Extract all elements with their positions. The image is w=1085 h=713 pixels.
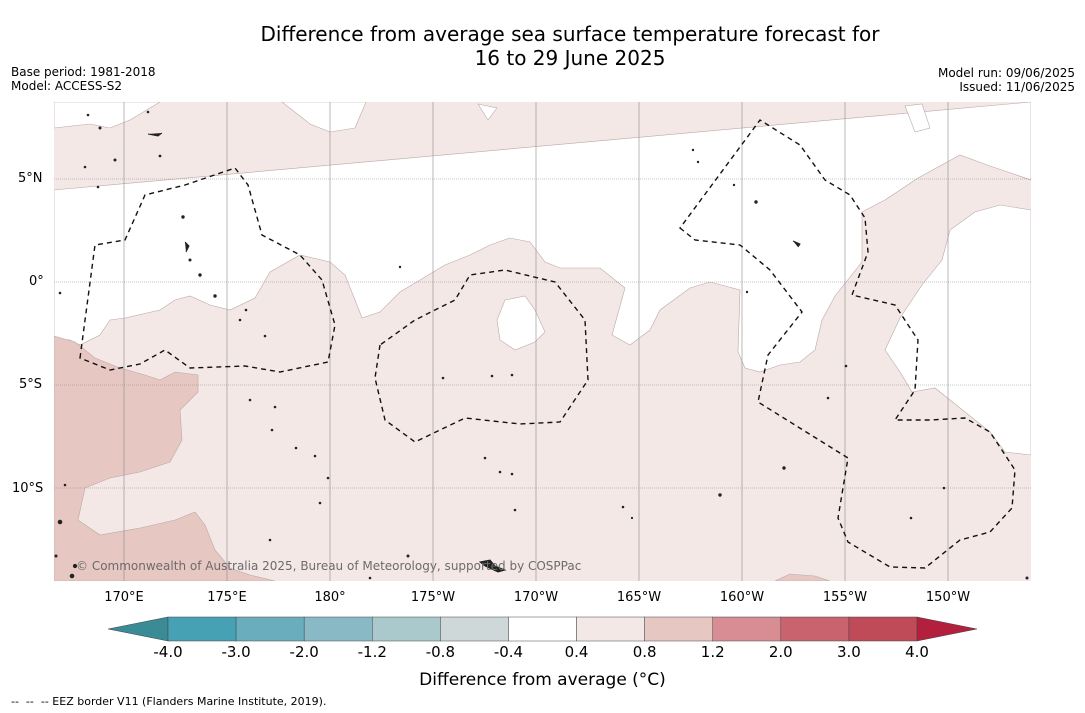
lon-label-175e: 175°E bbox=[207, 590, 247, 605]
map-area: © Commonwealth of Australia 2025, Bureau… bbox=[54, 102, 1031, 581]
lon-label-155w: 155°W bbox=[822, 590, 868, 605]
meta-left: Base period: 1981-2018 Model: ACCESS-S2 bbox=[11, 65, 156, 93]
lon-label-170e: 170°E bbox=[104, 590, 144, 605]
title-line-2: 16 to 29 June 2025 bbox=[474, 46, 666, 70]
colorbar-cell bbox=[440, 616, 509, 642]
issued-date: Issued: 11/06/2025 bbox=[959, 80, 1075, 94]
colorbar-tick-label: 4.0 bbox=[905, 643, 929, 661]
eez-line-islands bbox=[679, 119, 1016, 569]
neutral-island-mid bbox=[496, 295, 546, 351]
base-period: Base period: 1981-2018 bbox=[11, 65, 156, 79]
lat-label-0: 0° bbox=[29, 274, 44, 289]
lon-label-165w: 165°W bbox=[616, 590, 662, 605]
lat-label-10s: 10°S bbox=[12, 481, 44, 496]
lon-label-150w: 150°W bbox=[925, 590, 971, 605]
colorbar-cell bbox=[644, 616, 713, 642]
map-title: Difference from average sea surface temp… bbox=[0, 22, 1085, 70]
colorbar-tick-label: 0.4 bbox=[564, 643, 589, 661]
colorbar bbox=[107, 616, 978, 642]
colorbar-tick-label: 1.2 bbox=[700, 643, 725, 661]
eez-legend-note: -- -- -- EEZ border V11 (Flanders Marine… bbox=[11, 695, 327, 708]
colorbar-tick-label: -2.0 bbox=[289, 643, 319, 661]
lat-label-5n: 5°N bbox=[18, 171, 43, 186]
colorbar-cell bbox=[372, 616, 441, 642]
colorbar-tick-label: -4.0 bbox=[153, 643, 183, 661]
title-line-1: Difference from average sea surface temp… bbox=[260, 22, 880, 46]
colorbar-cell bbox=[576, 616, 645, 642]
colorbar-tick-label: -3.0 bbox=[221, 643, 251, 661]
colorbar-cell bbox=[848, 616, 918, 642]
colorbar-cell bbox=[235, 616, 305, 642]
lon-label-170w: 170°W bbox=[513, 590, 559, 605]
colorbar-label: Difference from average (°C) bbox=[419, 670, 666, 690]
copyright-credit: © Commonwealth of Australia 2025, Bureau… bbox=[76, 559, 581, 573]
colorbar-tick-label: -1.2 bbox=[357, 643, 387, 661]
colorbar-cells bbox=[167, 616, 918, 642]
colorbar-cell bbox=[780, 616, 850, 642]
colorbar-tick-label: 3.0 bbox=[836, 643, 861, 661]
neutral-region-east-lobe bbox=[884, 204, 1031, 456]
stronger-anomaly-bottom-east bbox=[774, 573, 831, 581]
lon-label-180: 180° bbox=[314, 590, 346, 605]
neutral-region-west bbox=[54, 102, 1031, 373]
colorbar-tick-label: -0.4 bbox=[493, 643, 524, 661]
eez-borders bbox=[79, 119, 1016, 569]
neutral-patch-northeast bbox=[281, 102, 931, 133]
islands bbox=[54, 110, 1029, 580]
colorbar-tick-label: 2.0 bbox=[768, 643, 793, 661]
colorbar-under-arrow bbox=[107, 616, 169, 642]
model-name: Model: ACCESS-S2 bbox=[11, 79, 123, 93]
colorbar-cell bbox=[508, 616, 577, 642]
eez-phoenix-islands bbox=[374, 269, 589, 443]
colorbar-tick-label: -0.8 bbox=[425, 643, 455, 661]
lon-label-160w: 160°W bbox=[719, 590, 765, 605]
lat-label-5s: 5°S bbox=[19, 377, 43, 392]
colorbar-cell bbox=[712, 616, 782, 642]
colorbar-over-arrow bbox=[916, 616, 978, 642]
colorbar-tick-label: 0.8 bbox=[632, 643, 657, 661]
eez-tuvalu-kiribati-west bbox=[79, 167, 336, 373]
lon-label-175w: 175°W bbox=[410, 590, 456, 605]
graticule bbox=[54, 102, 1031, 581]
colorbar-cell bbox=[303, 616, 373, 642]
stronger-anomaly-southwest bbox=[54, 335, 276, 581]
model-run: Model run: 09/06/2025 bbox=[937, 66, 1075, 80]
meta-right: Model run: 09/06/2025 Issued: 11/06/2025 bbox=[938, 66, 1075, 94]
colorbar-cell bbox=[167, 616, 237, 642]
